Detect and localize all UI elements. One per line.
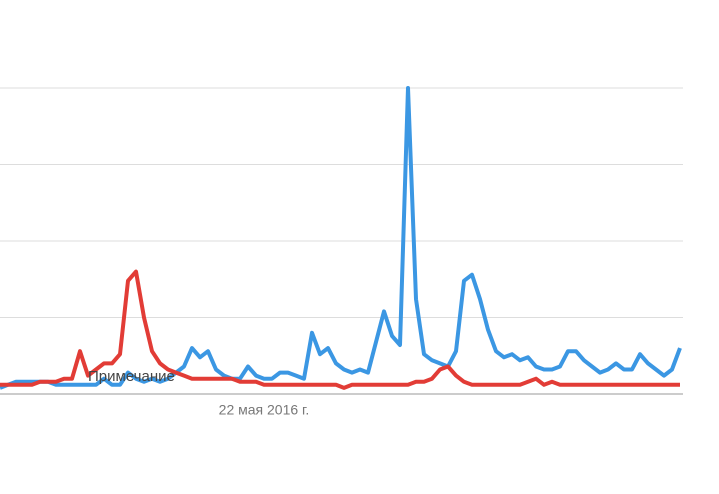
annotation: Примечание bbox=[88, 368, 175, 385]
line-series bbox=[0, 86, 682, 390]
line-series bbox=[0, 269, 680, 390]
x-tick-label: 22 мая 2016 г. bbox=[219, 402, 310, 418]
